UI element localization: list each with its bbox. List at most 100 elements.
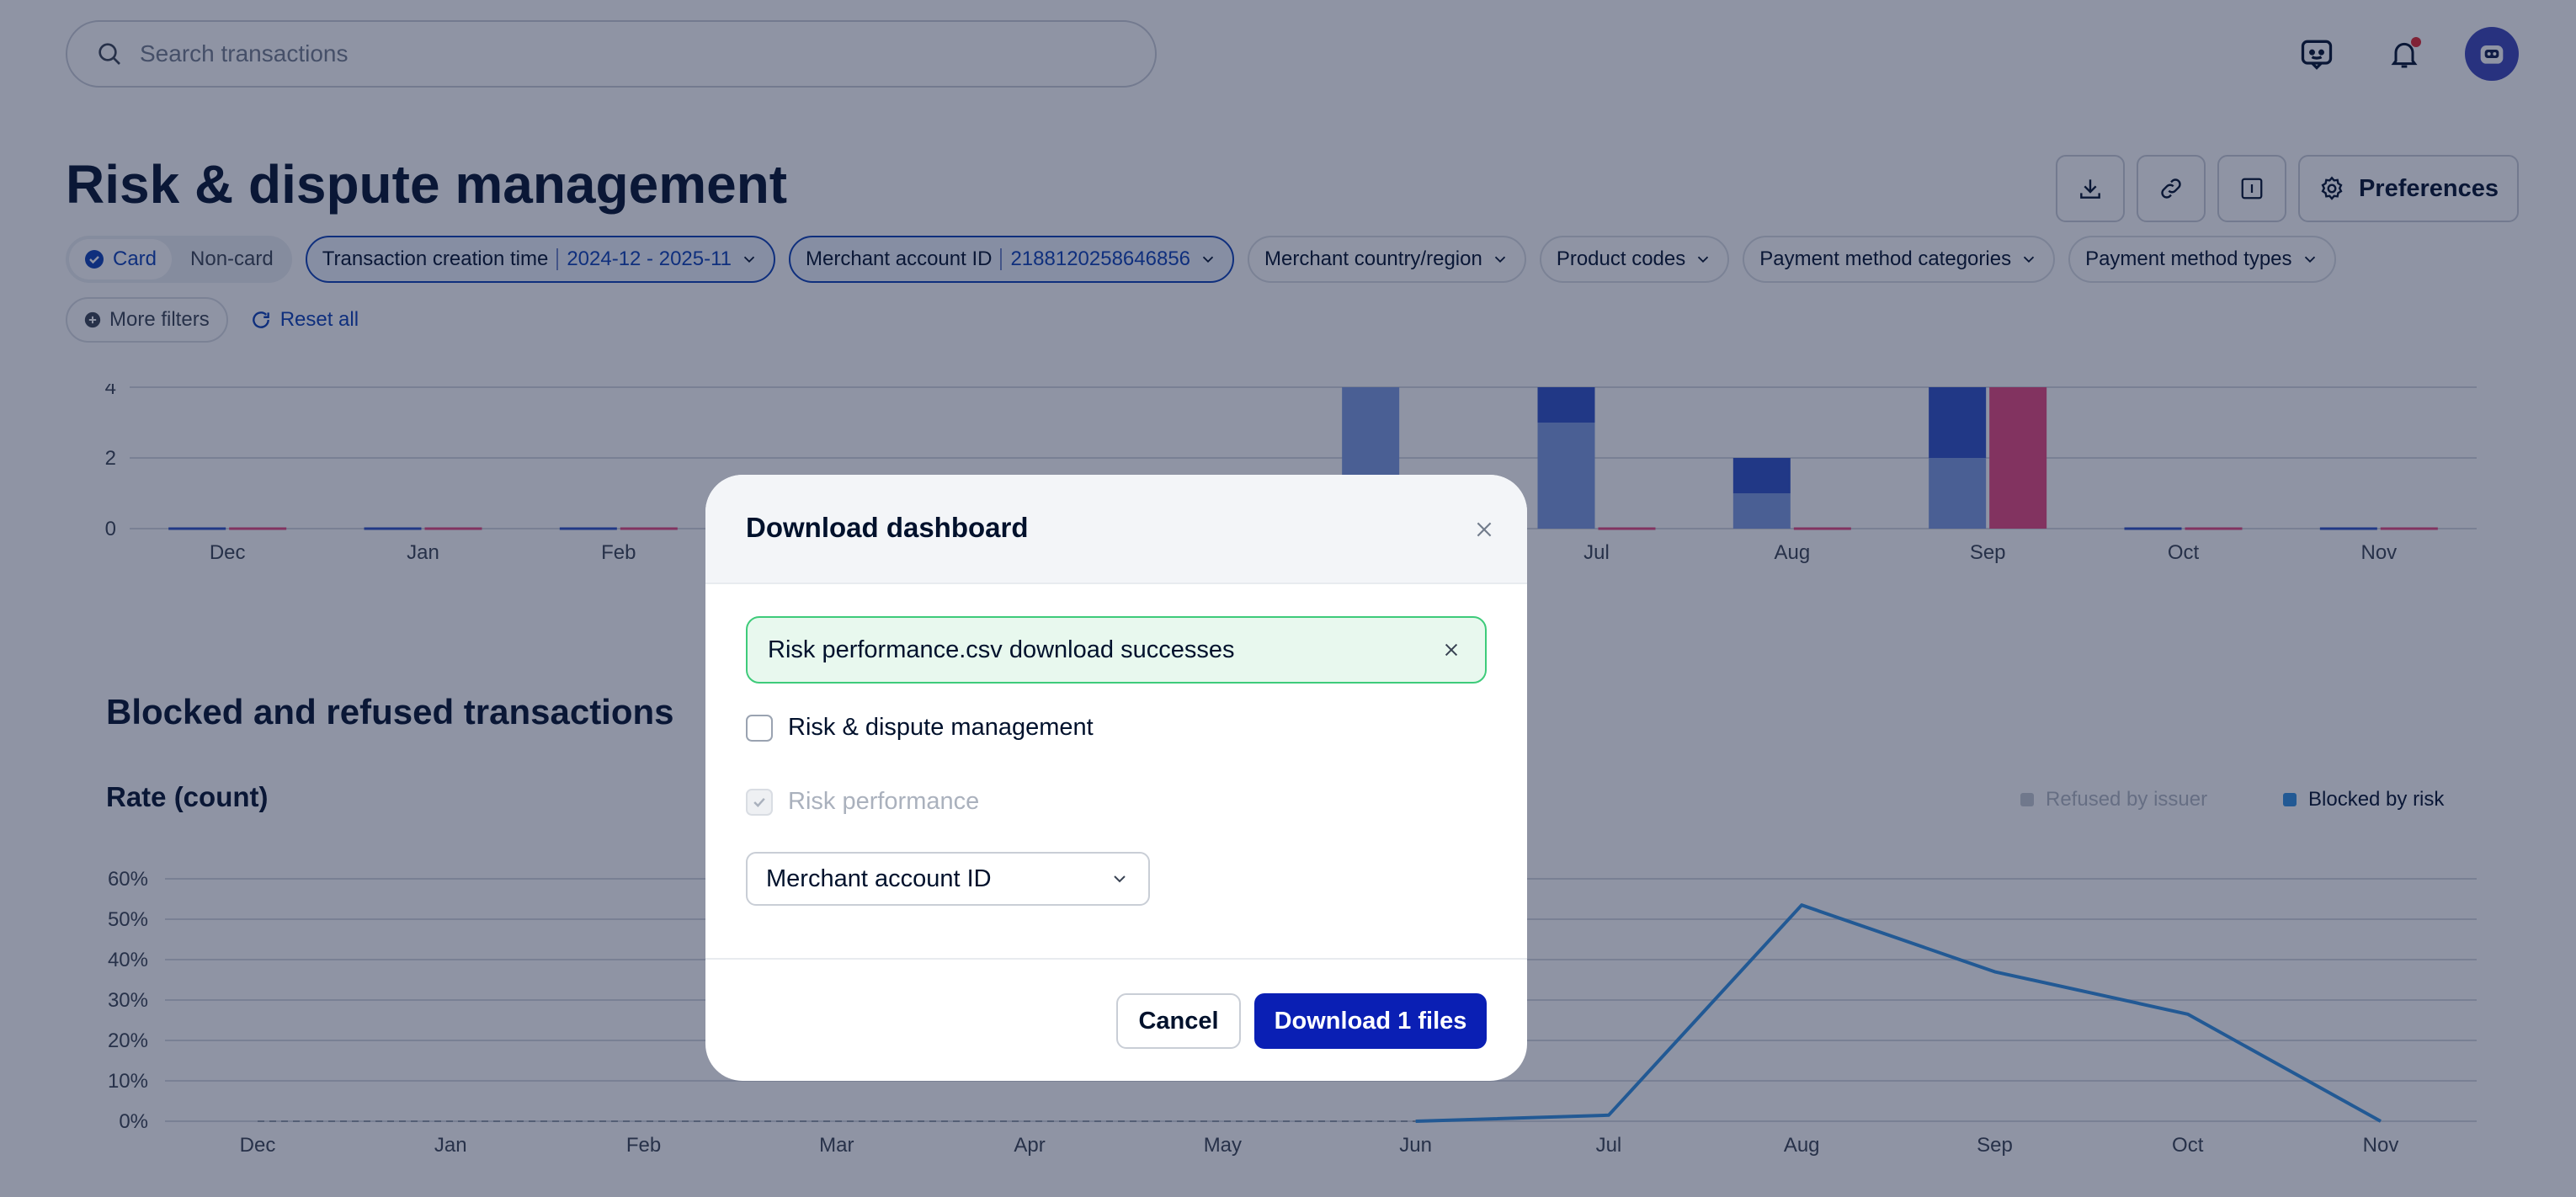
chat-icon[interactable]: [2291, 29, 2342, 79]
x-tick-label: Jan: [434, 1134, 467, 1157]
filter-payment-method-categories[interactable]: Payment method categories: [1743, 236, 2056, 283]
chevron-down-icon: [1202, 256, 1214, 263]
cancel-button[interactable]: Cancel: [1116, 993, 1241, 1049]
segment-non-card-label: Non-card: [190, 247, 274, 270]
robot-avatar-icon: [2480, 45, 2504, 64]
x-tick-label: Sep: [1970, 541, 2006, 564]
search-bar[interactable]: [66, 20, 1157, 88]
more-filters-label: More filters: [109, 308, 210, 331]
bar: [1732, 493, 1791, 529]
search-input[interactable]: [140, 40, 1066, 67]
gear-icon: [2321, 176, 2343, 200]
x-tick-label: Aug: [1774, 541, 1810, 564]
x-tick-label: Jul: [1596, 1134, 1622, 1157]
filter-label: Product codes: [1556, 247, 1686, 270]
avatar[interactable]: [2465, 27, 2519, 81]
info-icon: [2241, 178, 2263, 200]
x-tick-label: Oct: [2168, 541, 2200, 564]
filter-label: Merchant country/region: [1264, 247, 1482, 270]
download-files-button[interactable]: Download 1 files: [1254, 993, 1487, 1049]
legend-refused-by-issuer[interactable]: Refused by issuer: [2020, 788, 2207, 811]
select-value: Merchant account ID: [766, 864, 992, 892]
filter-transaction-creation-time[interactable]: Transaction creation time 2024-12 - 2025…: [305, 236, 776, 283]
segment-non-card[interactable]: Non-card: [175, 239, 289, 279]
legend-blocked-by-risk[interactable]: Blocked by risk: [2283, 788, 2444, 811]
chevron-down-icon: [2023, 256, 2035, 263]
close-icon: [1477, 522, 1492, 537]
reset-all-label: Reset all: [279, 308, 359, 331]
y-tick-label: 10%: [108, 1070, 148, 1093]
x-tick-label: Oct: [2172, 1134, 2204, 1157]
y-tick-label: 50%: [108, 908, 148, 931]
y-tick-label: 0: [105, 518, 116, 540]
x-tick-label: Feb: [601, 541, 636, 564]
info-button[interactable]: [2217, 155, 2286, 222]
x-tick-label: Apr: [1014, 1134, 1045, 1157]
filter-label: Payment method categories: [1759, 247, 2012, 270]
preferences-button[interactable]: Preferences: [2298, 155, 2519, 222]
filter-actions: More filters Reset all: [66, 296, 359, 343]
alert-text: Risk performance.csv download successes: [768, 636, 1235, 663]
bar: [1989, 387, 2047, 529]
download-button[interactable]: [2056, 155, 2125, 222]
legend-swatch: [2020, 793, 2034, 806]
x-tick-label: Feb: [626, 1134, 661, 1157]
option-risk-dispute-management[interactable]: Risk & dispute management: [746, 714, 1094, 742]
segment-card-label: Card: [113, 247, 157, 270]
checkbox-unchecked[interactable]: [746, 714, 773, 742]
x-tick-label: Nov: [2363, 1134, 2399, 1157]
y-tick-label: 30%: [108, 989, 148, 1012]
preferences-label: Preferences: [2358, 174, 2499, 202]
option-label: Risk & dispute management: [788, 714, 1094, 741]
bar: [1537, 387, 1595, 423]
reset-all-link[interactable]: Reset all: [250, 308, 359, 332]
copy-link-button[interactable]: [2137, 155, 2206, 222]
chart-subtitle: Rate (count): [106, 781, 269, 812]
segment-card[interactable]: Card: [69, 239, 173, 279]
y-tick-label: 4: [105, 384, 116, 399]
option-label: Risk performance: [788, 788, 980, 815]
bell-icon[interactable]: [2379, 29, 2430, 79]
x-tick-label: Nov: [2360, 541, 2397, 564]
y-tick-label: 60%: [108, 868, 148, 891]
chevron-down-icon: [1494, 256, 1505, 263]
chevron-down-icon: [743, 256, 755, 263]
bar: [1929, 458, 1987, 529]
x-tick-label: Mar: [819, 1134, 854, 1157]
bar: [1732, 458, 1791, 493]
more-filters-button[interactable]: More filters: [66, 297, 228, 343]
card-type-toggle: Card Non-card: [66, 236, 292, 283]
x-tick-label: Jun: [1399, 1134, 1432, 1157]
notification-dot: [2411, 37, 2421, 47]
chevron-down-icon: [1114, 875, 1126, 883]
filter-merchant-country-region[interactable]: Merchant country/region: [1248, 236, 1526, 283]
filter-value: 2188120258646856: [1010, 247, 1191, 270]
filter-merchant-account-id[interactable]: Merchant account ID 2188120258646856: [789, 236, 1235, 283]
checkbox-checked-disabled: [746, 788, 773, 816]
plus-circle-icon: [84, 311, 101, 328]
section-title: Blocked and refused transactions: [106, 692, 674, 732]
refresh-icon: [252, 311, 269, 328]
check-circle-icon: [85, 250, 104, 269]
filter-divider: [556, 248, 559, 270]
filter-product-codes[interactable]: Product codes: [1539, 236, 1730, 283]
legend-swatch: [2283, 793, 2297, 806]
filter-bar: Card Non-card Transaction creation time …: [66, 236, 2336, 283]
y-tick-label: 0%: [119, 1110, 148, 1133]
x-tick-label: Jan: [407, 541, 439, 564]
group-by-select[interactable]: Merchant account ID: [746, 852, 1150, 906]
dismiss-alert-button[interactable]: [1436, 635, 1466, 665]
download-dashboard-modal: Download dashboard Risk performance.csv …: [705, 475, 1527, 1081]
close-modal-button[interactable]: [1465, 510, 1504, 549]
y-tick-label: 40%: [108, 949, 148, 971]
legend-label: Refused by issuer: [2046, 788, 2208, 811]
x-tick-label: Dec: [240, 1134, 276, 1157]
filter-payment-method-types[interactable]: Payment method types: [2068, 236, 2336, 283]
chevron-down-icon: [2304, 256, 2315, 263]
filter-value: 2024-12 - 2025-11: [567, 247, 732, 270]
y-tick-label: 20%: [108, 1029, 148, 1052]
x-tick-label: Sep: [1977, 1134, 2013, 1157]
series-line-blocked-by-risk: [1415, 903, 2382, 1123]
close-icon: [1445, 643, 1458, 657]
search-icon: [98, 43, 120, 65]
